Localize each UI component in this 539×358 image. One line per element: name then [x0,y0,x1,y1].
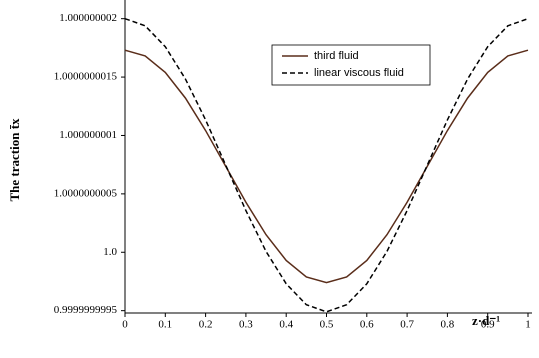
x-tick-label: 0.8 [441,319,455,331]
x-tick-label: 0.6 [360,319,374,331]
x-tick-label: 0.9 [481,319,495,331]
y-axis-label: The traction t̄x [7,118,22,202]
x-tick-label: 0.1 [158,319,172,331]
y-tick-label: 1.0000000005 [54,187,118,199]
legend-label: linear viscous fluid [314,67,404,79]
y-tick-label: 1.000000001 [59,129,117,141]
x-tick-label: 0.4 [279,319,293,331]
x-tick-label: 0.3 [239,319,253,331]
legend-box [271,44,431,86]
x-tick-label: 0.7 [400,319,414,331]
y-tick-label: 1.0000000015 [54,71,118,83]
legend-label: third fluid [314,50,359,62]
y-tick-label: 1.0 [103,246,117,258]
x-tick-label: 0.2 [199,319,213,331]
line-series [124,49,529,284]
x-axis-label: z·d⁻¹ [472,313,500,328]
x-tick-label: 0.5 [320,319,334,331]
y-tick-label: 1.000000002 [59,12,117,24]
x-tick-label: 1 [525,319,531,331]
y-tick-label: 0.9999999995 [54,304,118,316]
x-tick-label: 0 [122,319,128,331]
